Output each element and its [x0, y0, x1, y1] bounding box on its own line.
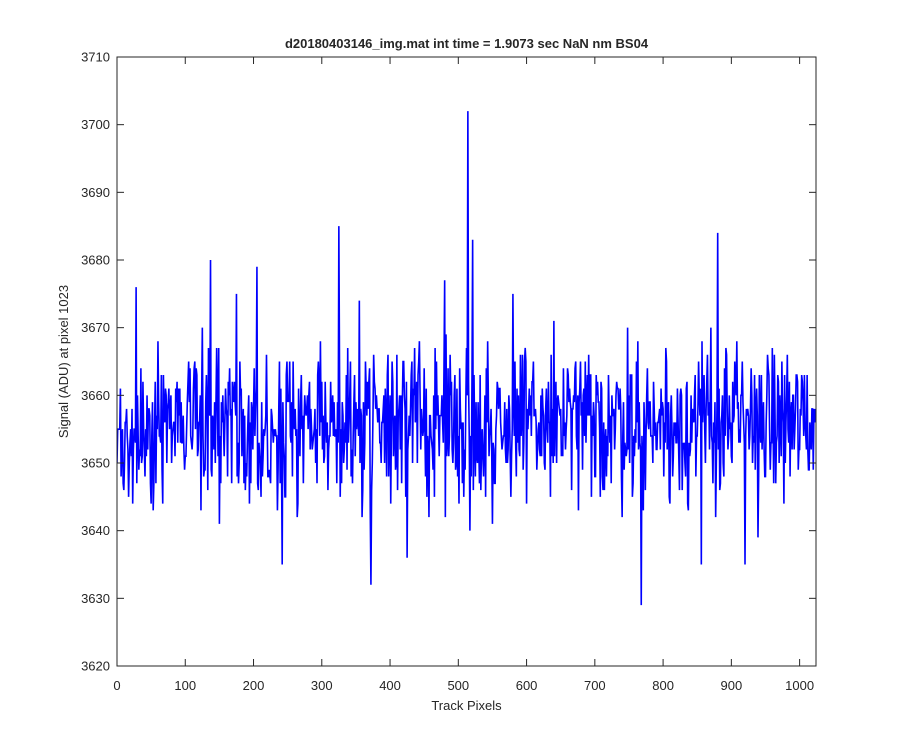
data-layer — [117, 111, 816, 606]
x-tick-label: 400 — [379, 678, 401, 693]
y-tick-label: 3690 — [81, 185, 110, 200]
x-tick-label: 900 — [721, 678, 743, 693]
y-tick-label: 3640 — [81, 523, 110, 538]
y-tick-label: 3650 — [81, 456, 110, 471]
x-tick-label: 300 — [311, 678, 333, 693]
x-axis-label: Track Pixels — [431, 698, 502, 713]
y-tick-label: 3660 — [81, 388, 110, 403]
x-tick-label: 700 — [584, 678, 606, 693]
y-axis: 3620 3630 3640 3650 3660 3670 3680 3690 3700 3710 — [81, 50, 816, 674]
y-tick-label: 3620 — [81, 659, 110, 674]
y-tick-label: 3680 — [81, 253, 110, 268]
series-line — [117, 111, 816, 606]
x-axis: 0 100 200 300 400 500 600 700 800 900 1000 — [113, 57, 814, 693]
chart-title: d20180403146_img.mat int time = 1.9073 s… — [285, 36, 649, 51]
x-tick-label: 500 — [447, 678, 469, 693]
x-tick-label: 600 — [516, 678, 538, 693]
x-tick-label: 800 — [652, 678, 674, 693]
x-tick-label: 100 — [174, 678, 196, 693]
y-tick-label: 3630 — [81, 591, 110, 606]
y-tick-label: 3670 — [81, 320, 110, 335]
x-tick-label: 0 — [113, 678, 120, 693]
x-tick-label: 200 — [243, 678, 265, 693]
y-tick-label: 3700 — [81, 117, 110, 132]
x-tick-label: 1000 — [785, 678, 814, 693]
y-tick-label: 3710 — [81, 50, 110, 65]
y-axis-label: Signal (ADU) at pixel 1023 — [56, 285, 71, 438]
plot-frame — [116, 56, 817, 667]
